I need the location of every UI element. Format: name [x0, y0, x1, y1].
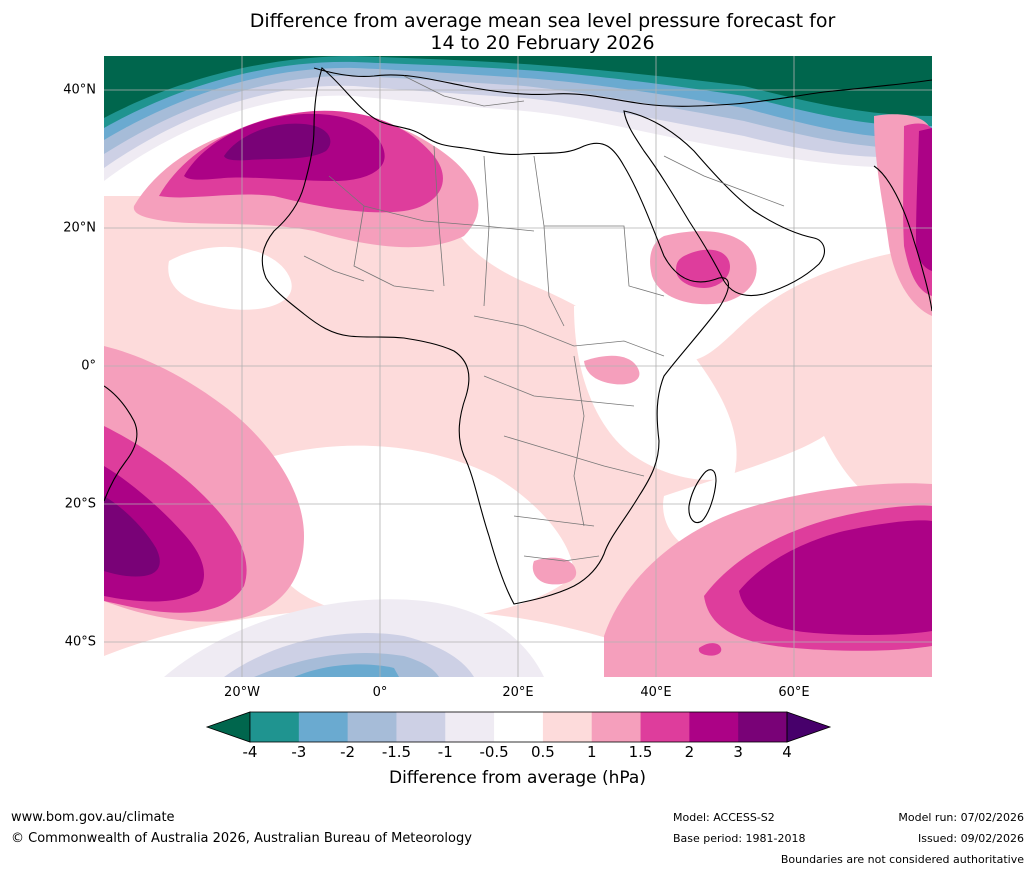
colorbar-swatches [205, 711, 832, 743]
lat-label-20n: 20°N [63, 220, 96, 236]
anomaly-region-positive-sw-4 [104, 496, 160, 577]
anomaly-region-positive-se-4 [698, 643, 722, 656]
title-line-1: Difference from average mean sea level p… [249, 10, 836, 32]
colorbar-swatch [494, 712, 544, 742]
lon-label-60e: 60°E [778, 685, 810, 700]
lat-label-40s: 40°S [64, 634, 96, 650]
colorbar-tick-label: 3 [733, 743, 743, 761]
lon-label-40e: 40°E [640, 685, 672, 700]
colorbar-tick-label: -3 [291, 743, 307, 761]
anomaly-region-positive-nw-4 [224, 123, 331, 161]
footer-copyright: © Commonwealth of Australia 2026, Austra… [11, 831, 472, 846]
anomaly-region-positive-southern-africa [532, 557, 577, 585]
anomaly-region-neutral-south-atlantic [270, 445, 574, 620]
border-line-6 [544, 225, 665, 297]
colorbar-swatch [250, 712, 300, 742]
lon-label-0: 0° [372, 685, 388, 700]
border-line-12 [573, 355, 585, 527]
footer-model: Model: ACCESS-S2 [673, 811, 775, 824]
lat-label-20s: 20°S [64, 496, 96, 512]
colorbar-extend-min [205, 711, 251, 743]
border-line-15 [663, 155, 785, 207]
colorbar-tick-label: 4 [782, 743, 792, 761]
border-line-5 [533, 155, 565, 327]
lat-label-40n: 40°N [63, 82, 96, 98]
colorbar-tick-label: -1.5 [381, 743, 412, 761]
anomaly-region-positive-se-3 [739, 520, 932, 636]
colorbar-tick-label: -4 [242, 743, 258, 761]
anomaly-region-neutral-east-africa [574, 303, 737, 480]
colorbar-swatch [396, 712, 446, 742]
border-line-4 [483, 155, 490, 307]
colorbar-swatch [738, 712, 788, 742]
colorbar-swatch [347, 712, 397, 742]
madagascar-coastline [688, 469, 717, 524]
footer-website: www.bom.gov.au/climate [11, 810, 175, 825]
colorbar-outline [249, 711, 788, 743]
anomaly-region-negative-south-4 [294, 664, 399, 677]
footer-base-period: Base period: 1981-2018 [673, 832, 806, 845]
colorbar-swatch [298, 712, 349, 742]
india-coastline [873, 165, 932, 312]
coastlines [104, 67, 932, 605]
anomaly-region-positive-india-3 [916, 128, 932, 271]
map-title: Difference from average mean sea level p… [0, 10, 1035, 54]
lon-label-20w: 20°W [224, 685, 260, 700]
colorbar-tick-label: 1.5 [628, 743, 653, 761]
pressure-anomaly-map [104, 56, 932, 677]
border-line-13 [303, 255, 365, 282]
footer-boundaries: Boundaries are not considered authoritat… [780, 853, 1024, 866]
colorbar-extend-max [786, 711, 832, 743]
footer-issued: Issued: 09/02/2026 [917, 832, 1024, 845]
graticule [104, 56, 932, 677]
colorbar-swatch [445, 712, 495, 742]
border-line-10 [513, 515, 595, 527]
colorbar-swatch [640, 712, 690, 742]
colorbar-tick-label: 2 [684, 743, 695, 761]
colorbar-tick-label: -2 [340, 743, 356, 761]
border-line-9 [503, 435, 645, 477]
europe-coastline [313, 67, 932, 107]
border-line-2 [353, 205, 435, 292]
border-line-11 [523, 555, 600, 562]
colorbar-tick-label: -0.5 [479, 743, 509, 761]
colorbar-tick-label: 1 [586, 743, 597, 761]
border-line-3 [433, 145, 445, 287]
colorbar-tick-label: 0.5 [530, 743, 555, 761]
border-line-14 [403, 75, 525, 107]
anomaly-region-neutral-west-africa [168, 246, 292, 310]
country-borders [303, 75, 785, 562]
footer-model-run: Model run: 07/02/2026 [898, 811, 1024, 824]
title-line-2: 14 to 20 February 2026 [430, 32, 655, 54]
border-line-1 [328, 175, 535, 232]
south-america-coastline [104, 385, 138, 502]
anomaly-region-positive-lakes [584, 355, 640, 385]
anomaly-region-negative-north-6 [104, 56, 932, 118]
colorbar-swatch [591, 712, 642, 742]
border-line-8 [483, 375, 635, 407]
lat-label-0: 0° [81, 358, 96, 374]
colorbar [205, 711, 832, 743]
colorbar-tick-label: -1 [437, 743, 453, 761]
colorbar-title: Difference from average (hPa) [389, 768, 646, 788]
africa-coastline [261, 67, 729, 605]
colorbar-swatch [542, 712, 593, 742]
border-line-7 [473, 315, 665, 357]
lon-label-20e: 20°E [502, 685, 534, 700]
colorbar-swatch [689, 712, 739, 742]
arabia-coastline [623, 110, 825, 297]
